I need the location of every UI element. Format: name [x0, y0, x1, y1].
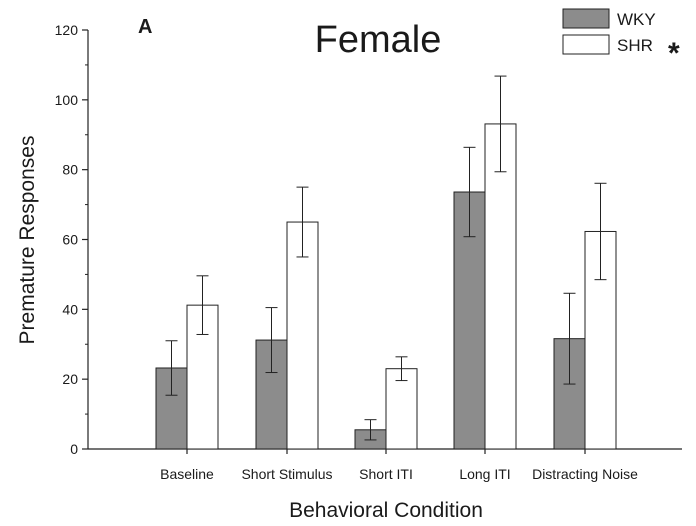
bar-shr — [484, 123, 517, 450]
legend-swatch-wky — [562, 8, 610, 29]
significance-marker: * — [668, 37, 680, 70]
x-tick-label: Short Stimulus — [241, 466, 332, 482]
y-tick-label: 0 — [70, 441, 78, 457]
bar-shr — [286, 221, 319, 450]
axes: 0 20 40 60 80 100 120 Baseline Short Stimulus Sho… — [55, 22, 682, 482]
x-tick-label: Long ITI — [459, 466, 510, 482]
legend-label-shr: SHR — [617, 36, 653, 55]
x-tick-label: Distracting Noise — [532, 466, 638, 482]
y-tick-label: 40 — [62, 301, 78, 317]
y-tick-label: 60 — [62, 232, 78, 248]
y-tick-label: 120 — [55, 22, 79, 38]
legend: WKY SHR * — [562, 8, 680, 70]
y-tick-label: 20 — [62, 371, 78, 387]
x-axis-title: Behavioral Condition — [289, 499, 483, 522]
bars — [155, 123, 617, 450]
error-bars — [165, 75, 607, 441]
panel-label: A — [138, 16, 152, 38]
y-tick-label: 80 — [62, 162, 78, 178]
y-tick-label: 100 — [55, 92, 79, 108]
legend-swatch-shr — [562, 34, 610, 55]
x-tick-label: Baseline — [160, 466, 214, 482]
legend-label-wky: WKY — [617, 10, 656, 29]
chart-title: Female — [315, 19, 442, 61]
y-axis-title: Premature Responses — [16, 136, 39, 345]
x-tick-label: Short ITI — [359, 466, 413, 482]
bar-shr — [385, 368, 418, 450]
